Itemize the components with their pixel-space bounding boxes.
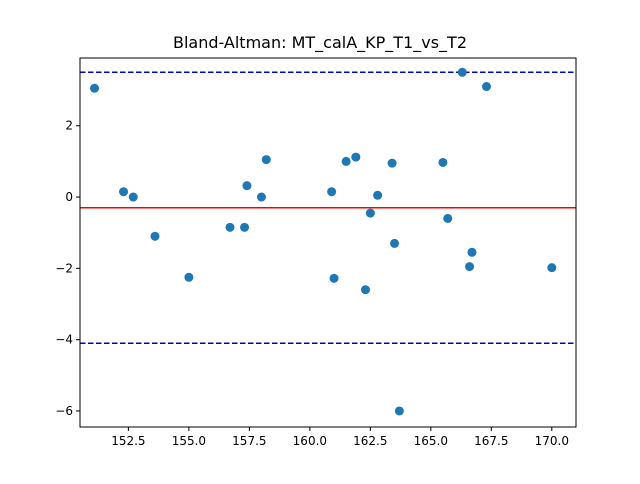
y-tick-label: −2 [55, 261, 73, 275]
data-point [351, 152, 361, 162]
data-point [465, 262, 475, 272]
data-point [225, 222, 235, 232]
data-point [150, 231, 160, 241]
data-point [242, 181, 252, 191]
y-tick-label: 2 [65, 119, 73, 133]
x-tick-label: 152.5 [111, 434, 145, 448]
data-point [457, 67, 467, 77]
y-axis: 2 0 −2 −4 −6 [55, 119, 80, 418]
data-point [341, 156, 351, 166]
data-point [329, 273, 339, 283]
data-point [365, 208, 375, 218]
data-point [90, 83, 100, 93]
data-point [128, 192, 138, 202]
data-point [119, 187, 129, 197]
data-point [481, 82, 491, 92]
data-point [184, 272, 194, 282]
y-tick-label: 0 [65, 190, 73, 204]
x-tick-label: 155.0 [172, 434, 206, 448]
x-tick-label: 162.5 [353, 434, 387, 448]
data-point [387, 158, 397, 168]
data-points [90, 67, 557, 416]
data-point [256, 192, 266, 202]
data-point [547, 263, 557, 273]
data-point [390, 238, 400, 248]
data-point [373, 190, 383, 200]
x-tick-label: 170.0 [535, 434, 569, 448]
data-point [261, 155, 271, 165]
reference-lines [80, 71, 576, 344]
data-point [394, 406, 404, 416]
data-point [467, 247, 477, 257]
data-point [361, 285, 371, 295]
data-point [443, 213, 453, 223]
x-tick-label: 165.0 [414, 434, 448, 448]
x-tick-label: 160.0 [293, 434, 327, 448]
x-tick-label: 157.5 [232, 434, 266, 448]
data-point [438, 157, 448, 167]
y-tick-label: −6 [55, 404, 73, 418]
x-tick-label: 167.5 [474, 434, 508, 448]
data-point [240, 222, 250, 232]
chart-title: Bland-Altman: MT_calA_KP_T1_vs_T2 [172, 33, 468, 52]
x-axis: 152.5 155.0 157.5 160.0 162.5 165.0 167.5 170.0 [111, 427, 569, 448]
y-tick-label: −4 [55, 333, 73, 347]
data-point [327, 187, 337, 197]
axes-frame [79, 57, 577, 428]
